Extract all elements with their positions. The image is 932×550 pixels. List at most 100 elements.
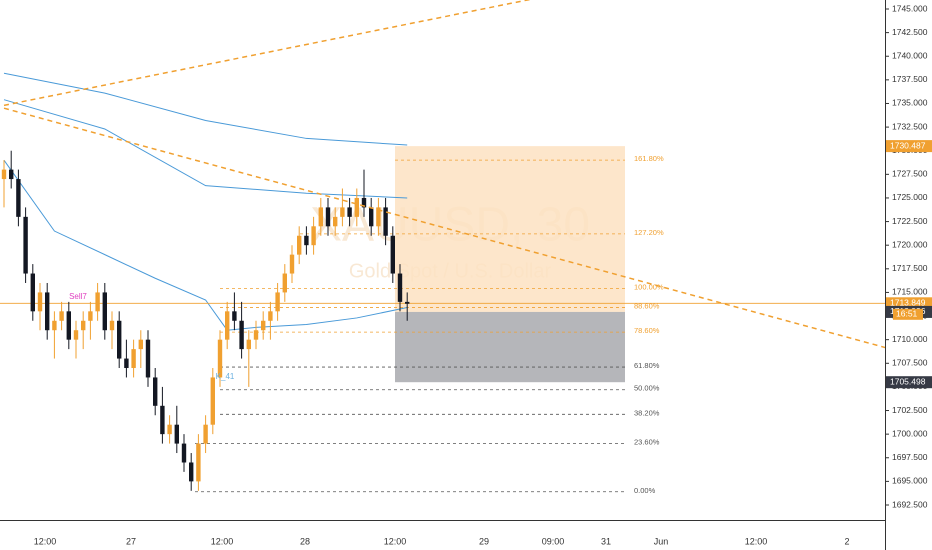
candle-body — [102, 292, 107, 331]
countdown: 16:51 — [896, 309, 918, 319]
candle-body — [189, 462, 194, 482]
y-tick-label: 1740.000 — [892, 50, 928, 60]
candle-body — [225, 311, 230, 340]
candle-body — [397, 273, 403, 302]
candle-body — [354, 197, 359, 217]
fib-label: 50.00% — [634, 384, 660, 393]
annotation: Sell7 — [69, 292, 87, 301]
candle-body — [282, 273, 287, 293]
moving-average — [3, 99, 408, 199]
x-tick-label: 2 — [844, 536, 849, 546]
price-label-bg — [886, 376, 932, 389]
candle-body — [376, 207, 381, 227]
candle-body — [325, 207, 331, 227]
candle-body — [210, 377, 215, 425]
x-tick-label: Jun — [654, 536, 669, 546]
candle-body — [109, 320, 115, 331]
candle-body — [16, 179, 21, 217]
y-tick-label: 1742.500 — [892, 27, 928, 37]
candle-body — [361, 197, 367, 208]
candle-body — [174, 424, 179, 444]
candle-body — [181, 443, 187, 463]
fib-label: 23.60% — [634, 438, 660, 447]
y-tick-label: 1710.000 — [892, 334, 928, 344]
candle-body — [81, 320, 86, 331]
candle-body — [239, 320, 244, 350]
y-tick-label: 1717.500 — [892, 263, 928, 273]
candle-body — [275, 292, 280, 312]
candle-body — [289, 254, 295, 274]
y-tick-label: 1695.000 — [892, 476, 928, 486]
candle-body — [203, 424, 208, 444]
y-tick-label: 1735.000 — [892, 98, 928, 108]
candle-body — [117, 320, 122, 359]
y-tick-label: 1702.500 — [892, 405, 928, 415]
y-tick-label: 1722.500 — [892, 216, 928, 226]
candle-body — [124, 358, 129, 369]
candle-body — [167, 424, 172, 435]
x-tick-label: 12:00 — [34, 536, 57, 546]
x-tick-label: 12:00 — [745, 536, 768, 546]
candle-body — [30, 273, 35, 312]
candle-body — [304, 235, 309, 246]
candle-body — [333, 216, 338, 227]
candle-body — [390, 235, 395, 274]
moving-average — [3, 159, 408, 331]
candle-body — [131, 349, 136, 369]
fib-label: 100.00% — [634, 283, 664, 292]
y-tick-label: 1745.000 — [892, 3, 928, 13]
fib-label: 0.00% — [634, 486, 656, 495]
price-label: 1713.849 — [890, 298, 926, 308]
countdown-bg — [893, 308, 923, 320]
x-tick-label: 28 — [300, 536, 310, 546]
candle-body — [153, 377, 158, 406]
price-label-bg — [886, 140, 932, 153]
candle-body — [52, 320, 57, 331]
candle-body — [95, 292, 100, 312]
candle-body — [383, 207, 388, 236]
fib-label: 61.80% — [634, 361, 660, 370]
candle-body — [9, 169, 14, 180]
y-tick-label: 1700.000 — [892, 428, 928, 438]
candle-body — [340, 207, 345, 217]
y-tick-label: 1725.000 — [892, 192, 928, 202]
candle-body — [261, 320, 266, 331]
plot-area — [0, 0, 885, 493]
candle-body — [232, 311, 237, 321]
candle-body — [37, 292, 43, 312]
candle-body — [138, 339, 143, 350]
price-label: 1730.487 — [890, 140, 926, 150]
y-tick-label: 1697.500 — [892, 452, 928, 462]
candle-body — [318, 207, 323, 227]
y-tick-label: 1707.500 — [892, 358, 928, 368]
candle-body — [145, 339, 151, 378]
candle-body — [217, 339, 223, 378]
candle-body — [160, 405, 165, 435]
fib-label: 38.20% — [634, 408, 660, 417]
price-label: 1705.498 — [890, 376, 926, 386]
candle-body — [88, 311, 93, 321]
fib-label: 78.60% — [634, 326, 660, 335]
y-tick-label: 1727.500 — [892, 169, 928, 179]
annotation: K_41 — [216, 372, 235, 381]
profit-zone — [395, 146, 625, 312]
candle-body — [23, 216, 28, 274]
y-tick-label: 1720.000 — [892, 239, 928, 249]
candle-body — [196, 443, 201, 482]
candle-body — [246, 339, 251, 350]
candle-body — [59, 311, 64, 321]
candle-body — [297, 235, 302, 255]
fib-label: 127.20% — [634, 228, 664, 237]
candle-body — [45, 292, 50, 331]
x-tick-label: 29 — [479, 536, 489, 546]
candle-body — [66, 311, 71, 340]
x-tick-label: 12:00 — [384, 536, 407, 546]
y-tick-label: 1715.000 — [892, 287, 928, 297]
moving-average — [3, 72, 408, 146]
candle-body — [73, 330, 79, 340]
candle-body — [347, 207, 352, 217]
loss-zone — [395, 311, 625, 383]
candle-body — [369, 207, 374, 227]
candle-body — [311, 226, 316, 246]
